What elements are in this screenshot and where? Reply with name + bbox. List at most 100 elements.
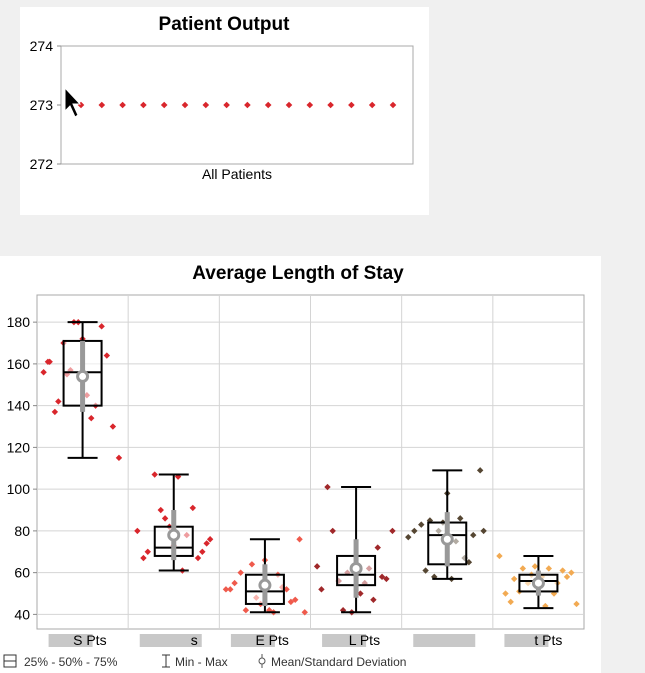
patient-output-chart: Patient Output 274 273 272 All Patients bbox=[30, 14, 414, 182]
data-point bbox=[181, 101, 189, 109]
data-point bbox=[119, 101, 126, 109]
data-point bbox=[285, 101, 293, 109]
data-point bbox=[313, 563, 321, 570]
y-tick-label: 160 bbox=[7, 356, 31, 372]
data-point bbox=[46, 358, 53, 365]
data-point bbox=[223, 101, 230, 109]
data-point bbox=[550, 590, 558, 597]
data-point bbox=[324, 483, 331, 491]
legend-mean: Mean/Standard Deviation bbox=[258, 654, 406, 669]
data-point bbox=[292, 596, 299, 603]
data-point bbox=[418, 521, 425, 528]
data-point bbox=[140, 554, 147, 562]
redacted-label bbox=[322, 634, 367, 647]
legend-whisker: Min - Max bbox=[162, 654, 228, 669]
data-point bbox=[306, 101, 314, 109]
redacted-label bbox=[139, 634, 202, 647]
mean-marker bbox=[440, 532, 454, 546]
legend-label: 25% - 50% - 75% bbox=[24, 655, 118, 669]
chart-title: Average Length of Stay bbox=[192, 263, 404, 284]
legend-label: Mean/Standard Deviation bbox=[271, 655, 406, 669]
data-point bbox=[378, 573, 386, 581]
data-point bbox=[160, 101, 168, 109]
legend-label: Min - Max bbox=[175, 655, 228, 669]
y-tick-label: 180 bbox=[7, 314, 31, 330]
data-point bbox=[203, 540, 210, 547]
redacted-label bbox=[230, 634, 275, 647]
data-point bbox=[77, 101, 85, 109]
chart-title: Patient Output bbox=[159, 14, 291, 35]
y-tick-label: 60 bbox=[14, 565, 30, 581]
y-tick-label: 272 bbox=[30, 156, 54, 172]
data-point bbox=[248, 561, 256, 568]
patient-output-panel: Patient Output 274 273 272 All Patients bbox=[20, 7, 429, 215]
data-point bbox=[115, 454, 123, 462]
data-point bbox=[264, 101, 272, 109]
data-point bbox=[519, 565, 527, 572]
mean-marker bbox=[76, 369, 90, 383]
mean-marker bbox=[167, 528, 181, 542]
data-point bbox=[103, 352, 111, 359]
data-point bbox=[389, 101, 397, 109]
data-point bbox=[151, 471, 158, 478]
data-point bbox=[348, 101, 355, 109]
length-of-stay-chart: Average Length of Stay 180 160 140 120 100 80… bbox=[3, 263, 585, 669]
data-point bbox=[88, 414, 95, 422]
data-point bbox=[244, 101, 251, 109]
data-point bbox=[199, 548, 206, 555]
mean-marker bbox=[531, 576, 545, 590]
data-point bbox=[374, 544, 381, 551]
data-point bbox=[55, 398, 62, 405]
data-point bbox=[318, 586, 325, 593]
y-tick-label: 40 bbox=[14, 606, 30, 622]
data-point bbox=[510, 575, 518, 583]
data-point bbox=[189, 504, 197, 512]
plot-area bbox=[60, 45, 414, 165]
x-category-label: L Pts bbox=[349, 632, 380, 648]
y-tick-label: 273 bbox=[30, 97, 54, 113]
mean-marker bbox=[258, 578, 272, 592]
redacted-label bbox=[48, 634, 93, 647]
box-group bbox=[405, 467, 487, 583]
whisker-icon bbox=[162, 654, 170, 668]
data-point bbox=[242, 607, 250, 614]
data-point bbox=[370, 596, 377, 603]
box-group bbox=[40, 318, 123, 462]
data-point bbox=[283, 586, 290, 593]
mouse-cursor-icon bbox=[64, 86, 82, 118]
x-category-label: t Pts bbox=[534, 632, 562, 648]
data-point bbox=[496, 552, 503, 560]
box-group bbox=[134, 471, 214, 574]
x-category-label: s bbox=[191, 632, 198, 648]
box-group bbox=[313, 483, 396, 616]
data-point bbox=[568, 569, 575, 576]
data-point bbox=[157, 506, 164, 514]
data-point bbox=[383, 575, 390, 583]
length-of-stay-panel: Average Length of Stay 180 160 140 120 100 80… bbox=[0, 256, 601, 673]
data-point bbox=[194, 554, 202, 562]
y-tick-label: 100 bbox=[7, 481, 31, 497]
x-category-label: All Patients bbox=[202, 166, 272, 182]
mean-sd-icon bbox=[258, 654, 266, 668]
data-point bbox=[507, 598, 514, 606]
data-point bbox=[405, 533, 412, 541]
y-tick-label: 140 bbox=[7, 398, 31, 414]
data-point bbox=[563, 573, 571, 581]
data-point bbox=[222, 586, 230, 593]
y-tick-label: 120 bbox=[7, 439, 31, 455]
data-point bbox=[40, 369, 47, 376]
data-point bbox=[98, 323, 105, 330]
x-category-label: E Pts bbox=[255, 632, 288, 648]
data-point bbox=[470, 531, 477, 539]
y-tick-label: 274 bbox=[30, 38, 54, 54]
data-point bbox=[51, 408, 59, 416]
data-point bbox=[476, 467, 484, 474]
data-point bbox=[327, 101, 334, 109]
legend-box: 25% - 50% - 75% bbox=[3, 654, 118, 669]
redacted-label bbox=[413, 634, 476, 647]
data-point bbox=[545, 565, 553, 572]
data-point bbox=[368, 101, 376, 109]
x-category-label: S Pts bbox=[73, 632, 106, 648]
data-point bbox=[202, 101, 210, 109]
data-point bbox=[140, 101, 147, 109]
